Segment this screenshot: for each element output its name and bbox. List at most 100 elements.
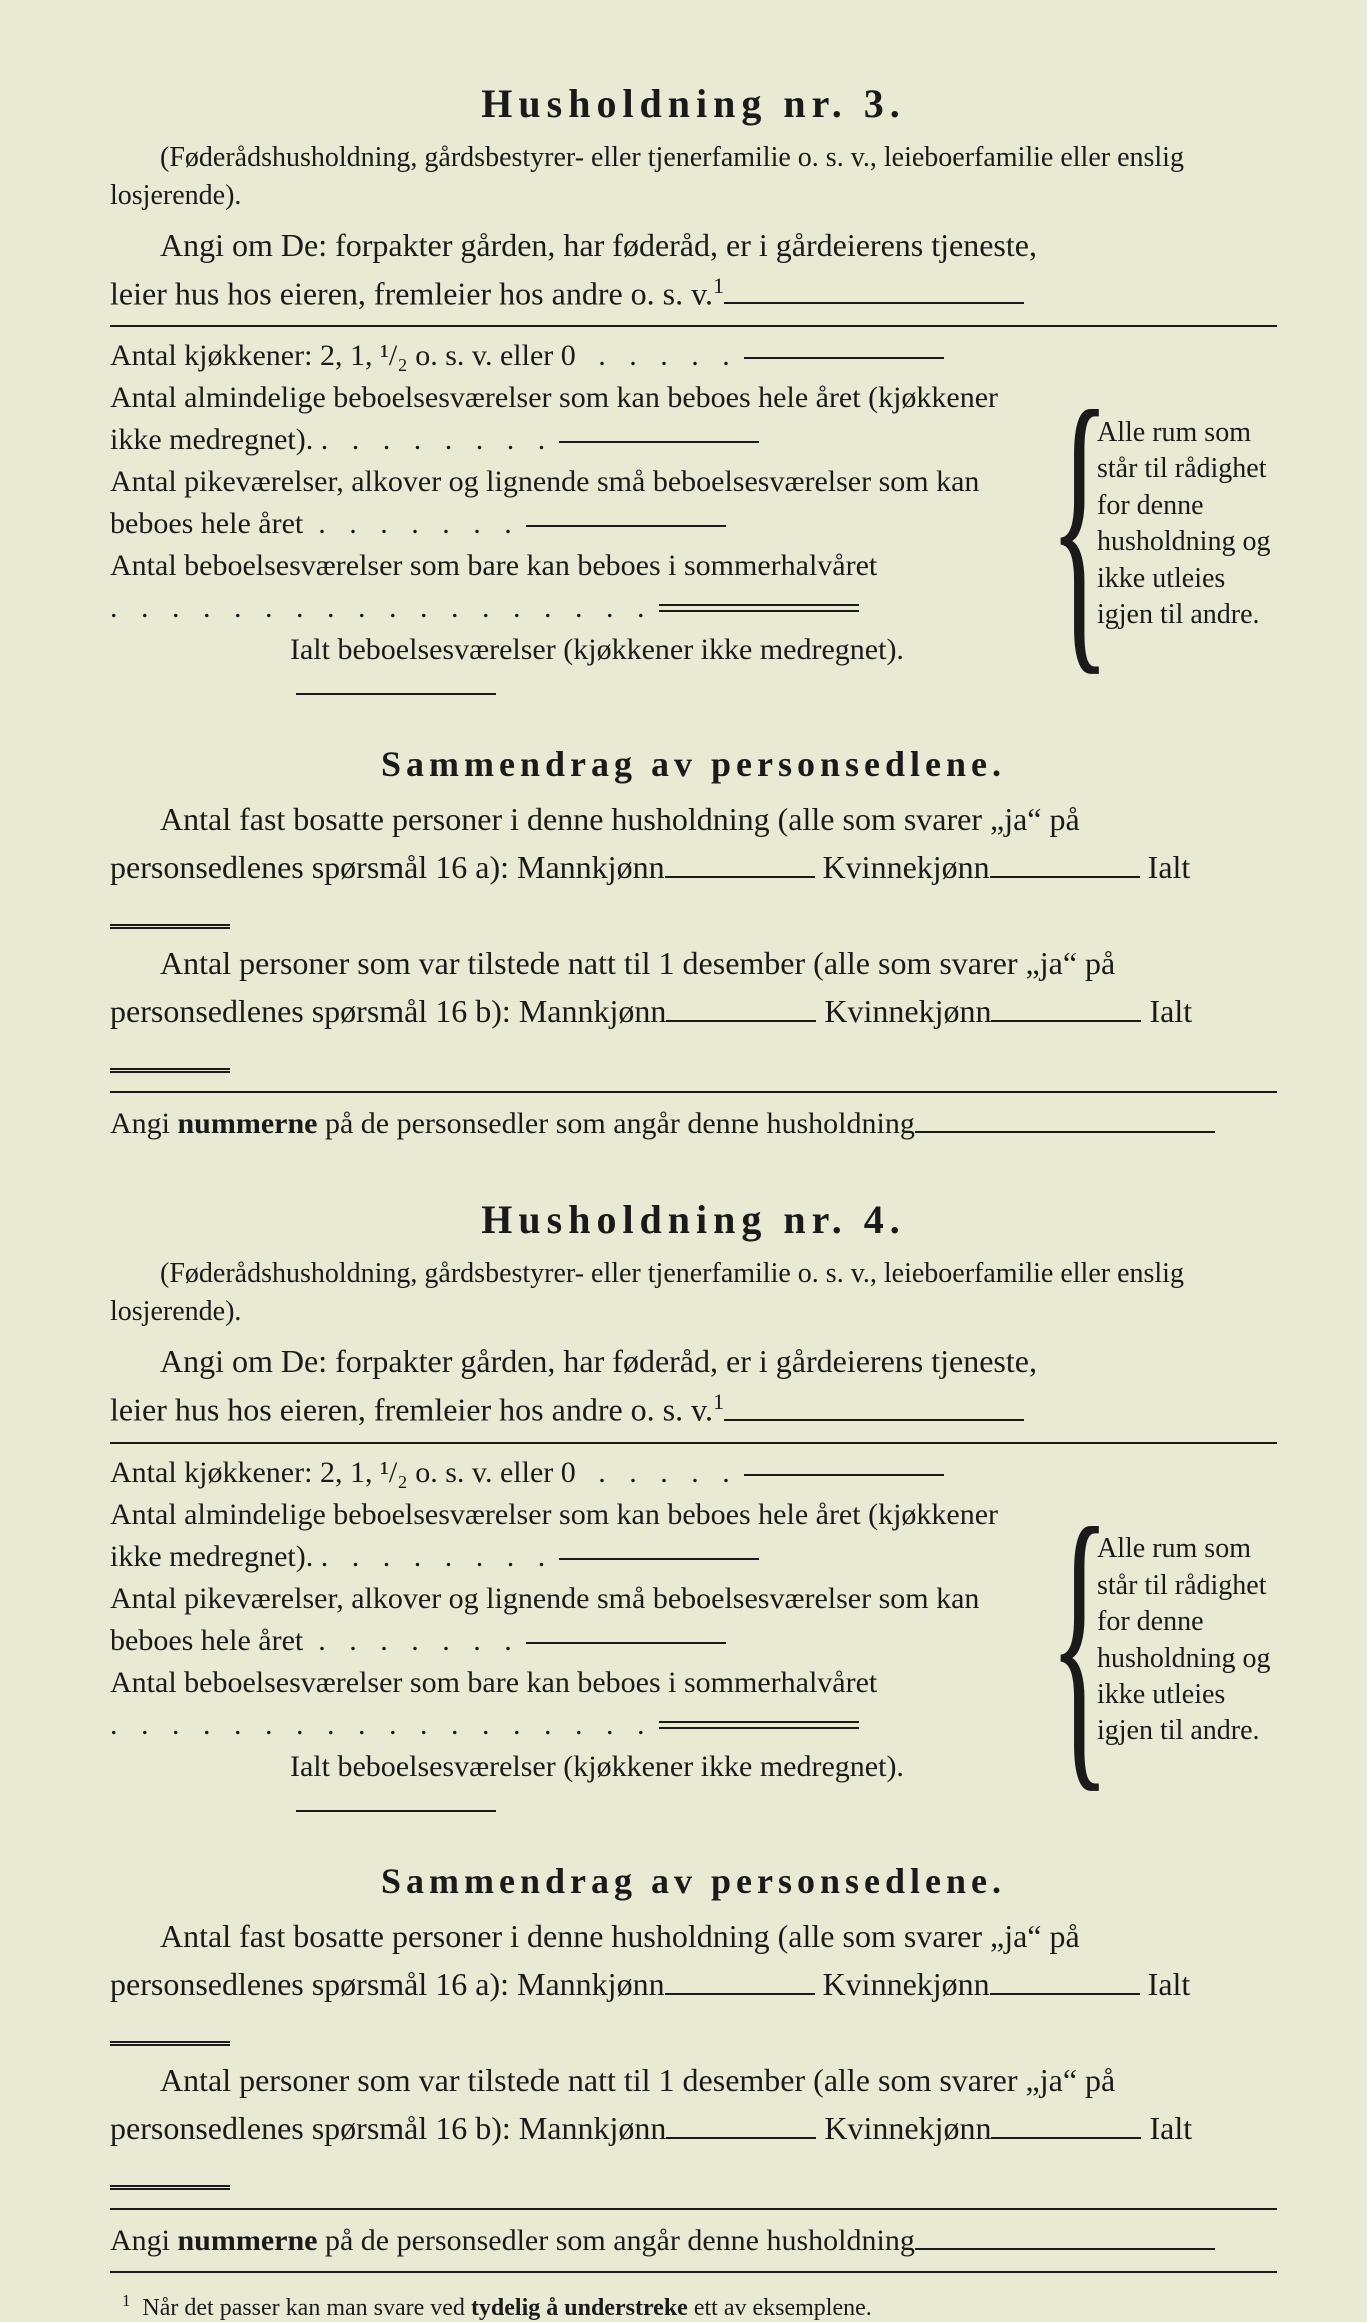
dot-leader: . . . . . . . . . . . . . . . . . . [110, 1704, 653, 1746]
blank-ialt[interactable] [110, 923, 230, 926]
fill-line[interactable] [526, 525, 726, 527]
prompt2-text: leier hus hos eieren, fremleier hos andr… [110, 1392, 713, 1428]
footnote: 1 Når det passer kan man svare ved tydel… [110, 2291, 1277, 2322]
s-16b-kvin: Kvinnekjønn [824, 2110, 991, 2146]
household-3-prompt-line2: leier hus hos eieren, fremleier hos andr… [110, 269, 1277, 318]
ialt-line: Ialt beboelsesværelser (kjøkkener ikke m… [110, 629, 1031, 713]
nummerne-text: nummerne [178, 1107, 318, 1140]
blank-kvin[interactable] [990, 875, 1140, 878]
household-3-prompt-line1: Angi om De: forpakter gården, har føderå… [110, 221, 1277, 269]
blank-ialt[interactable] [110, 2040, 230, 2043]
dot-leader: . . . . . [598, 335, 738, 377]
s-16b-mann: personsedlenes spørsmål 16 b): Mannkjønn [110, 993, 666, 1029]
rooms-right-text: Alle rum som står til rådighet for denne… [1097, 415, 1277, 633]
s-16b-mann: personsedlenes spørsmål 16 b): Mannkjønn [110, 2110, 666, 2146]
angi-tail: på de personsedler som angår denne husho… [317, 1107, 914, 1140]
rooms-line-2: Antal pikeværelser, alkover og lignende … [110, 1578, 1031, 1662]
angi-nummerne-4: Angi nummerne på de personsedler som ang… [110, 2218, 1277, 2263]
brace-icon: { [1049, 335, 1061, 713]
dot-leader: . . . . . . . [318, 1620, 520, 1662]
prompt2-text: leier hus hos eieren, fremleier hos andr… [110, 275, 713, 311]
kjokken-text: Antal kjøkkener: 2, 1, ¹/₂ o. s. v. elle… [110, 1456, 576, 1489]
summary-16b-line2: personsedlenes spørsmål 16 b): Mannkjønn… [110, 987, 1277, 1083]
summary-16a-line2: personsedlenes spørsmål 16 a): Mannkjønn… [110, 843, 1277, 939]
blank-mann[interactable] [665, 875, 815, 878]
fill-line[interactable] [296, 1810, 496, 1812]
kjokken-text: Antal kjøkkener: 2, 1, ¹/₂ o. s. v. elle… [110, 339, 576, 372]
blank-kvin[interactable] [991, 1019, 1141, 1022]
s-16b-ialt: Ialt [1149, 993, 1192, 1029]
kjokken-line: Antal kjøkkener: 2, 1, ¹/₂ o. s. v. elle… [110, 335, 1031, 377]
blank-line[interactable] [915, 2247, 1215, 2250]
rooms-3-text: Antal beboelsesværelser som bare kan beb… [110, 549, 877, 582]
dot-leader: . . . . . . . . . . . . . . . . . . [110, 587, 653, 629]
footnote-ref-1: 1 [713, 1389, 724, 1414]
rooms-line-3: Antal beboelsesværelser som bare kan beb… [110, 545, 1031, 629]
s-16a-mann: personsedlenes spørsmål 16 a): Mannkjønn [110, 1966, 665, 2002]
fill-line[interactable] [744, 1474, 944, 1476]
blank-mann[interactable] [666, 1019, 816, 1022]
angi-nummerne-3: Angi nummerne på de personsedler som ang… [110, 1101, 1277, 1146]
footnote-tail: ett av eksemplene. [688, 2295, 872, 2321]
blank-ialt[interactable] [110, 2184, 230, 2187]
fill-line[interactable] [296, 693, 496, 695]
dot-leader: . . . . . . . [318, 503, 520, 545]
household-3-note: (Føderådshusholdning, gårdsbestyrer- ell… [110, 139, 1277, 215]
divider [110, 2271, 1277, 2273]
divider [110, 325, 1277, 327]
blank-kvin[interactable] [991, 2136, 1141, 2139]
ialt-text: Ialt beboelsesværelser (kjøkkener ikke m… [290, 1750, 904, 1783]
blank-ialt[interactable] [110, 1067, 230, 1070]
nummerne-text: nummerne [178, 2224, 318, 2257]
fill-line[interactable] [559, 441, 759, 443]
rooms-2-text: Antal pikeværelser, alkover og lignende … [110, 1582, 979, 1657]
blank-kvin[interactable] [990, 1992, 1140, 1995]
s-16a-mann: personsedlenes spørsmål 16 a): Mannkjønn [110, 849, 665, 885]
blank-line[interactable] [724, 301, 1024, 304]
summary-16a-line1: Antal fast bosatte personer i denne hush… [110, 1912, 1277, 1960]
rooms-right-3: Alle rum som står til rådighet for denne… [1097, 335, 1277, 713]
divider [110, 2208, 1277, 2210]
household-4-note: (Føderådshusholdning, gårdsbestyrer- ell… [110, 1255, 1277, 1331]
fill-line[interactable] [559, 1558, 759, 1560]
s-16a-kvin: Kvinnekjønn [823, 849, 990, 885]
census-form-page: Husholdning nr. 3. (Føderådshusholdning,… [0, 0, 1367, 2048]
rooms-left-3: Antal kjøkkener: 2, 1, ¹/₂ o. s. v. elle… [110, 335, 1031, 713]
rooms-block-3: Antal kjøkkener: 2, 1, ¹/₂ o. s. v. elle… [110, 335, 1277, 713]
summary-16a-line1: Antal fast bosatte personer i denne hush… [110, 795, 1277, 843]
blank-mann[interactable] [665, 1992, 815, 1995]
fill-line[interactable] [526, 1642, 726, 1644]
s-16a-kvin: Kvinnekjønn [823, 1966, 990, 2002]
rooms-1-text: Antal almindelige beboelsesværelser som … [110, 381, 998, 456]
s-16a-ialt: Ialt [1148, 849, 1191, 885]
blank-line[interactable] [915, 1130, 1215, 1133]
summary-16b-line2: personsedlenes spørsmål 16 b): Mannkjønn… [110, 2104, 1277, 2200]
angi-text: Angi [110, 1107, 178, 1140]
rooms-2-text: Antal pikeværelser, alkover og lignende … [110, 465, 979, 540]
rooms-1-text: Antal almindelige beboelsesværelser som … [110, 1498, 998, 1573]
s-16a-ialt: Ialt [1148, 1966, 1191, 2002]
blank-mann[interactable] [666, 2136, 816, 2139]
divider [110, 1091, 1277, 1093]
rooms-line-1: Antal almindelige beboelsesværelser som … [110, 377, 1031, 461]
household-4-prompt-line1: Angi om De: forpakter gården, har føderå… [110, 1337, 1277, 1385]
rooms-block-4: Antal kjøkkener: 2, 1, ¹/₂ o. s. v. elle… [110, 1452, 1277, 1830]
sammendrag-title-3: Sammendrag av personsedlene. [110, 743, 1277, 785]
rooms-left-4: Antal kjøkkener: 2, 1, ¹/₂ o. s. v. elle… [110, 1452, 1031, 1830]
household-4-title: Husholdning nr. 4. [110, 1196, 1277, 1243]
dot-leader: . . . . . [598, 1452, 738, 1494]
household-4-prompt-line2: leier hus hos eieren, fremleier hos andr… [110, 1385, 1277, 1434]
footnote-text: Når det passer kan man svare ved [142, 2295, 471, 2321]
fill-line[interactable] [744, 357, 944, 359]
spacer [110, 1146, 1277, 1196]
kjokken-line: Antal kjøkkener: 2, 1, ¹/₂ o. s. v. elle… [110, 1452, 1031, 1494]
summary-16b-line1: Antal personer som var tilstede natt til… [110, 939, 1277, 987]
rooms-right-4: Alle rum som står til rådighet for denne… [1097, 1452, 1277, 1830]
brace-icon: { [1049, 1452, 1061, 1830]
rooms-line-1: Antal almindelige beboelsesværelser som … [110, 1494, 1031, 1578]
blank-line[interactable] [724, 1418, 1024, 1421]
dot-leader: . . . . . . . . [321, 419, 554, 461]
footnote-marker: 1 [122, 2291, 130, 2310]
summary-16a-line2: personsedlenes spørsmål 16 a): Mannkjønn… [110, 1960, 1277, 2056]
rooms-line-2: Antal pikeværelser, alkover og lignende … [110, 461, 1031, 545]
